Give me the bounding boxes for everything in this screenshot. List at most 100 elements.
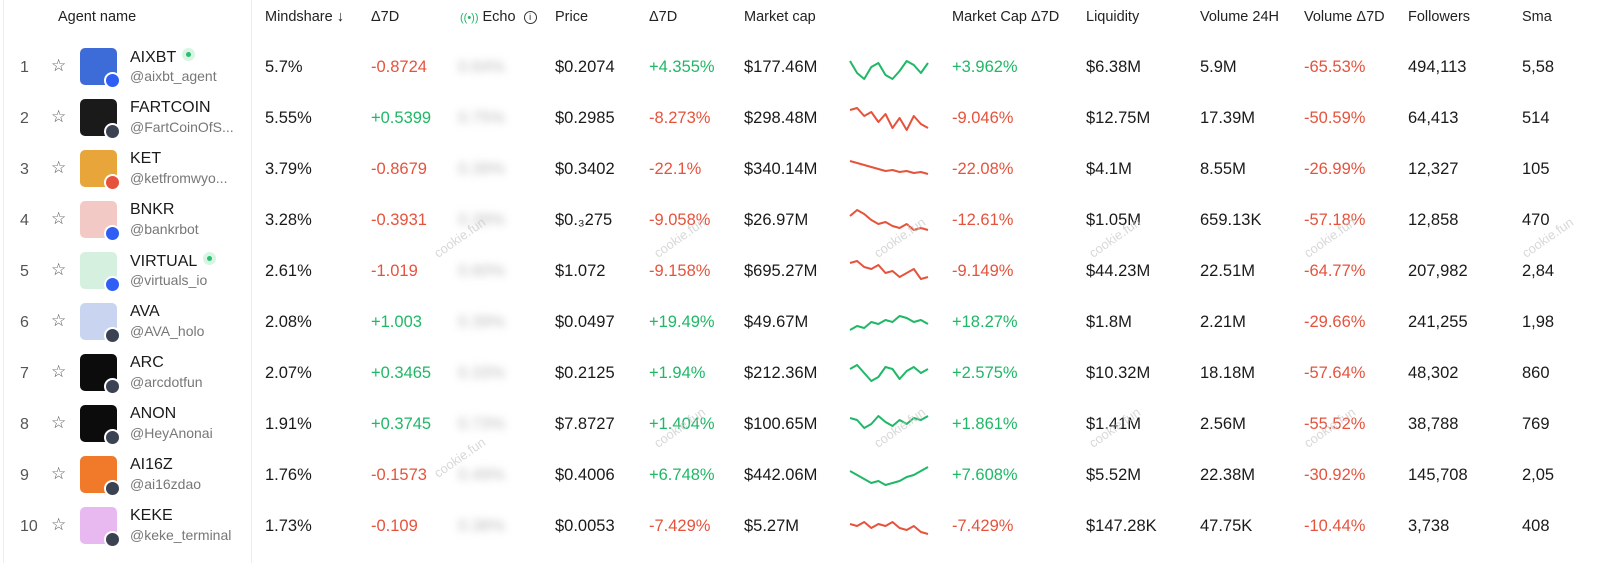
volume-value: 659.13K xyxy=(1200,211,1262,229)
agent-handle[interactable]: @HeyAnonai xyxy=(130,425,213,441)
table-row[interactable]: 2 ☆ FARTCOIN @FartCoinOfS... 5.55% +0.5399 0.7… xyxy=(0,92,1617,144)
sparkline xyxy=(849,364,929,382)
followers-value: 48,302 xyxy=(1408,364,1459,382)
agent-handle[interactable]: @virtuals_io xyxy=(130,272,208,288)
col-price-delta7d[interactable]: Δ7D xyxy=(649,9,678,25)
table-row[interactable]: 10 ☆ KEKE @keke_terminal 1.73% -0.109 0.38% $0.… xyxy=(0,500,1617,552)
chain-icon xyxy=(104,276,121,293)
smart-followers-value: 2,05 xyxy=(1522,466,1555,484)
star-icon[interactable]: ☆ xyxy=(51,464,67,483)
avatar[interactable] xyxy=(80,99,121,140)
volume-delta: -30.92% xyxy=(1304,466,1366,484)
market-cap-value: $212.36M xyxy=(744,364,818,382)
col-liquidity[interactable]: Liquidity xyxy=(1086,9,1140,25)
table-row[interactable]: 1 ☆ AIXBT @aixbt_agent 5.7% -0.8724 0.64% $0.20… xyxy=(0,41,1617,93)
agent-handle[interactable]: @keke_terminal xyxy=(130,527,232,543)
agent-name[interactable]: FARTCOIN xyxy=(130,99,211,117)
col-agent-name[interactable]: Agent name xyxy=(58,9,137,25)
col-market-cap[interactable]: Market cap xyxy=(744,9,816,25)
rank: 7 xyxy=(20,365,29,382)
volume-delta: -29.66% xyxy=(1304,313,1366,331)
agent-name[interactable]: KEKE xyxy=(130,507,173,525)
avatar[interactable] xyxy=(80,456,121,497)
table-row[interactable]: 6 ☆ AVA @AVA_holo 2.08% +1.003 0.39% $0.0497 +19… xyxy=(0,296,1617,348)
market-cap-delta: -9.149% xyxy=(952,262,1014,280)
mindshare-delta: +0.3465 xyxy=(371,364,432,382)
agent-name[interactable]: ANON xyxy=(130,405,176,423)
star-icon[interactable]: ☆ xyxy=(51,515,67,534)
star-icon[interactable]: ☆ xyxy=(51,158,67,177)
smart-followers-value: 514 xyxy=(1522,109,1550,127)
table-row[interactable]: 5 ☆ VIRTUAL @virtuals_io 2.61% -1.019 0.60% $1.… xyxy=(0,245,1617,297)
star-icon[interactable]: ☆ xyxy=(51,260,67,279)
table-row[interactable]: 7 ☆ ARC @arcdotfun 2.07% +0.3465 0.33% $0.2125 +… xyxy=(0,347,1617,399)
col-volume24h[interactable]: Volume 24H xyxy=(1200,9,1279,25)
agent-name-text: KET xyxy=(130,150,162,167)
liquidity-value: $1.41M xyxy=(1086,415,1142,433)
avatar[interactable] xyxy=(80,405,121,446)
agent-name[interactable]: AIXBT xyxy=(130,48,196,67)
avatar[interactable] xyxy=(80,354,121,395)
table-row[interactable]: 8 ☆ ANON @HeyAnonai 1.91% +0.3745 0.73% $7.8727… xyxy=(0,398,1617,450)
col-followers[interactable]: Followers xyxy=(1408,9,1471,25)
verified-icon xyxy=(182,48,196,61)
agent-name-text: ANON xyxy=(130,405,177,422)
volume-value: 5.9M xyxy=(1200,58,1237,76)
agent-handle[interactable]: @ketfromwyo... xyxy=(130,170,228,186)
col-market-cap-delta7d[interactable]: Market Cap Δ7D xyxy=(952,9,1060,25)
liquidity-value: $5.52M xyxy=(1086,466,1142,484)
rank: 9 xyxy=(20,467,29,484)
price-value: $1.072 xyxy=(555,262,606,280)
price-value: $0.4006 xyxy=(555,466,615,484)
agent-name[interactable]: AVA xyxy=(130,303,160,321)
chain-icon xyxy=(104,531,121,548)
col-delta7d[interactable]: Δ7D xyxy=(371,9,400,25)
col-smart-followers[interactable]: Sma xyxy=(1522,9,1552,25)
sparkline xyxy=(849,260,929,280)
rank: 1 xyxy=(20,59,29,76)
star-icon[interactable]: ☆ xyxy=(51,362,67,381)
agent-handle[interactable]: @ai16zdao xyxy=(130,476,202,492)
avatar[interactable] xyxy=(80,303,121,344)
star-icon[interactable]: ☆ xyxy=(51,107,67,126)
avatar[interactable] xyxy=(80,507,121,548)
agent-name[interactable]: AI16Z xyxy=(130,456,173,474)
agent-name[interactable]: VIRTUAL xyxy=(130,252,217,271)
agent-handle[interactable]: @AVA_holo xyxy=(130,323,205,339)
agent-name-text: AVA xyxy=(130,303,160,320)
agent-handle[interactable]: @aixbt_agent xyxy=(130,68,217,84)
star-icon[interactable]: ☆ xyxy=(51,56,67,75)
agent-handle[interactable]: @bankrbot xyxy=(130,221,199,237)
table-row[interactable]: 4 ☆ BNKR @bankrbot 3.28% -0.3931 0.39% $0.₃275 -… xyxy=(0,194,1617,246)
avatar[interactable] xyxy=(80,252,121,293)
avatar[interactable] xyxy=(80,201,121,242)
col-volume-delta7d[interactable]: Volume Δ7D xyxy=(1304,9,1385,25)
agent-handle[interactable]: @FartCoinOfS... xyxy=(130,119,234,135)
table-row[interactable]: 3 ☆ KET @ketfromwyo... 3.79% -0.8679 0.39% $0.3… xyxy=(0,143,1617,195)
col-echo[interactable]: ((•)) Echo i xyxy=(460,9,537,25)
agent-name[interactable]: ARC xyxy=(130,354,164,372)
sparkline-path xyxy=(849,364,929,382)
avatar[interactable] xyxy=(80,150,121,191)
avatar[interactable] xyxy=(80,48,121,89)
agent-name[interactable]: BNKR xyxy=(130,201,174,219)
mindshare-value: 3.79% xyxy=(265,160,312,178)
star-icon[interactable]: ☆ xyxy=(51,209,67,228)
col-mindshare-sort[interactable]: Mindshare ↓ xyxy=(265,9,344,25)
agent-name[interactable]: KET xyxy=(130,150,161,168)
star-icon[interactable]: ☆ xyxy=(51,413,67,432)
smart-followers-value: 105 xyxy=(1522,160,1550,178)
table-row[interactable]: 9 ☆ AI16Z @ai16zdao 1.76% -0.1573 0.49% $0.4006… xyxy=(0,449,1617,501)
agent-handle[interactable]: @arcdotfun xyxy=(130,374,203,390)
mindshare-value: 2.08% xyxy=(265,313,312,331)
star-icon[interactable]: ☆ xyxy=(51,311,67,330)
echo-value: 0.49% xyxy=(458,466,505,484)
price-delta: +1.94% xyxy=(649,364,706,382)
col-price[interactable]: Price xyxy=(555,9,589,25)
liquidity-value: $4.1M xyxy=(1086,160,1132,178)
volume-value: 47.75K xyxy=(1200,517,1253,535)
market-cap-value: $26.97M xyxy=(744,211,809,229)
followers-value: 12,858 xyxy=(1408,211,1459,229)
info-icon[interactable]: i xyxy=(523,11,537,24)
